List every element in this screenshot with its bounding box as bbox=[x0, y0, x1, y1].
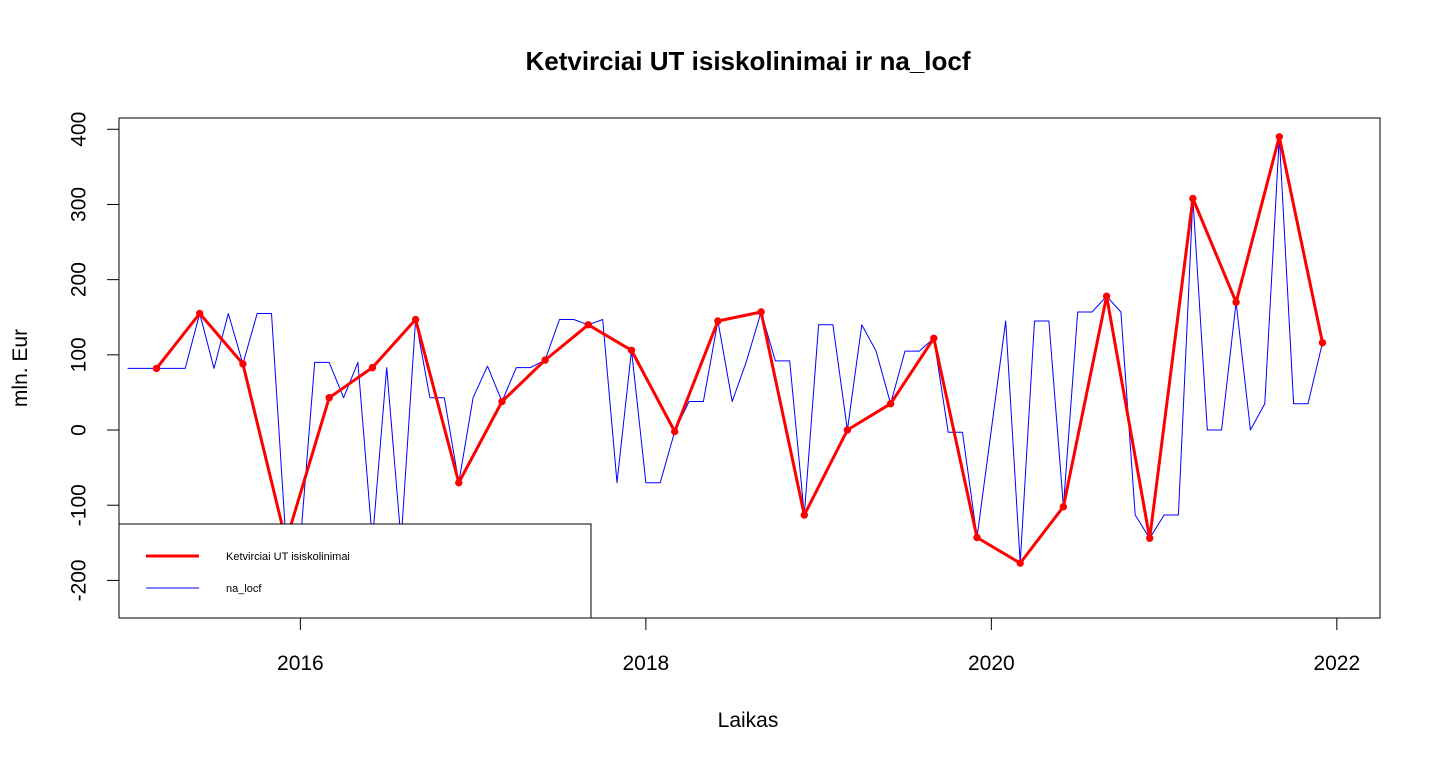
y-tick-label: -200 bbox=[68, 559, 91, 601]
series-point-ketvirciai bbox=[1318, 339, 1327, 347]
series-point-ketvirciai bbox=[498, 397, 506, 406]
series-point-ketvirciai bbox=[843, 426, 852, 434]
series-point-ketvirciai bbox=[627, 346, 636, 354]
series-point-ketvirciai bbox=[239, 360, 247, 368]
series-point-ketvirciai bbox=[1275, 133, 1284, 141]
y-tick-label: 100 bbox=[68, 337, 91, 372]
x-tick-label: 2018 bbox=[622, 652, 669, 675]
series-line-ketvirciai bbox=[155, 135, 1324, 565]
series-point-ketvirciai bbox=[800, 511, 808, 519]
legend-label-2: na_locf bbox=[226, 583, 262, 595]
series-point-ketvirciai bbox=[1146, 534, 1154, 542]
y-tick-label: 400 bbox=[68, 112, 91, 147]
series-point-ketvirciai bbox=[196, 309, 204, 318]
series-point-ketvirciai bbox=[152, 364, 161, 373]
y-tick-label: -100 bbox=[68, 484, 91, 526]
y-axis-label: mln. Eur bbox=[9, 329, 32, 407]
series-point-ketvirciai bbox=[325, 394, 333, 402]
series-point-ketvirciai bbox=[368, 363, 377, 372]
chart-title: Ketvirciai UT isiskolinimai ir na_locf bbox=[525, 46, 970, 76]
y-tick-label: 0 bbox=[68, 424, 91, 436]
x-tick-label: 2022 bbox=[1313, 652, 1360, 675]
plot-area bbox=[127, 133, 1327, 567]
series-point-ketvirciai bbox=[1059, 503, 1068, 511]
series-point-ketvirciai bbox=[541, 356, 549, 364]
series-point-ketvirciai bbox=[1232, 298, 1240, 306]
x-tick-label: 2020 bbox=[968, 652, 1015, 675]
series-point-ketvirciai bbox=[1189, 194, 1197, 203]
series-point-ketvirciai bbox=[930, 334, 938, 342]
series-point-ketvirciai bbox=[411, 315, 420, 324]
series-point-ketvirciai bbox=[584, 321, 592, 329]
y-tick-label: 200 bbox=[68, 262, 91, 297]
series-point-ketvirciai bbox=[714, 317, 722, 325]
series-point-ketvirciai bbox=[886, 400, 895, 408]
x-axis-label: Laikas bbox=[718, 709, 779, 732]
series-point-ketvirciai bbox=[1016, 559, 1024, 567]
legend-label-1: Ketvirciai UT isiskolinimai bbox=[226, 551, 350, 563]
legend-box bbox=[118, 523, 592, 619]
series-point-ketvirciai bbox=[455, 479, 463, 487]
y-tick-label: 300 bbox=[68, 187, 91, 222]
series-point-ketvirciai bbox=[1102, 292, 1111, 300]
x-tick-label: 2016 bbox=[277, 652, 324, 675]
series-point-ketvirciai bbox=[671, 427, 679, 436]
plot-frame bbox=[118, 117, 1381, 619]
legend: Ketvirciai UT isiskolinimai na_locf bbox=[118, 523, 592, 619]
series-line-na-locf bbox=[127, 136, 1323, 564]
series-point-ketvirciai bbox=[973, 533, 981, 542]
series-point-ketvirciai bbox=[757, 308, 765, 316]
